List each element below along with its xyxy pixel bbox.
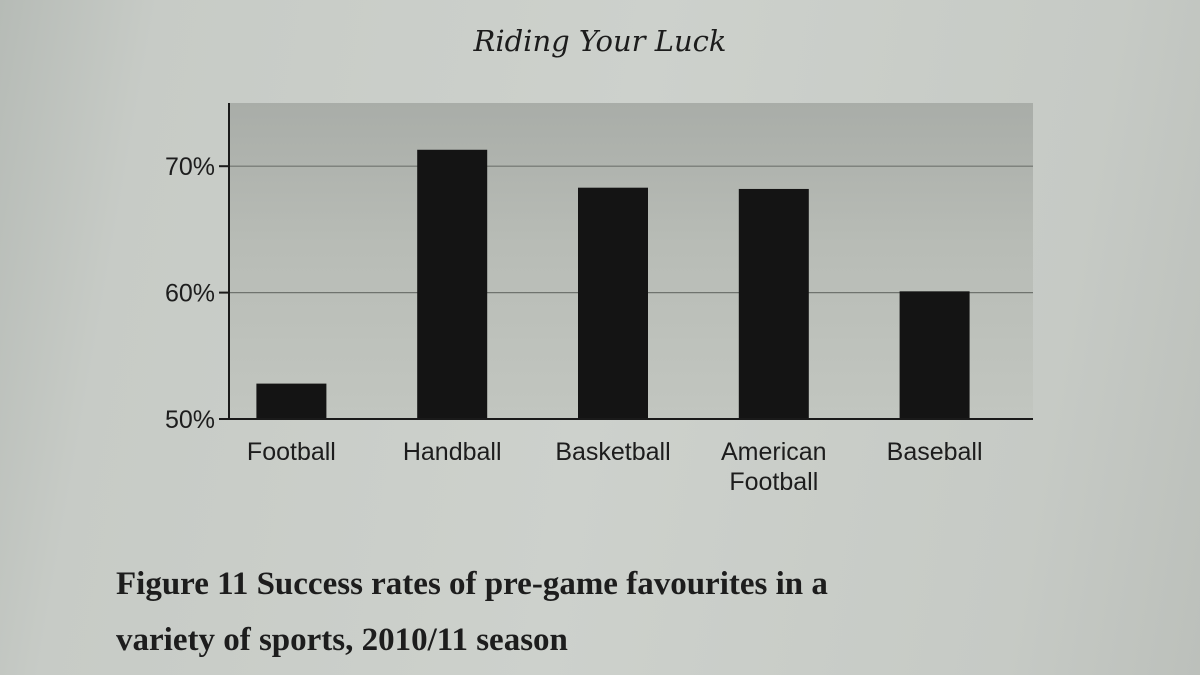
caption-text-1: Success rates of pre-game favourites in … [256, 566, 828, 602]
caption-line-2: variety of sports, 2010/11 season [116, 622, 568, 658]
figure-label: Figure [116, 566, 209, 602]
y-tick-label: 60% [165, 280, 215, 308]
running-head: Riding Your Luck [473, 24, 727, 58]
x-tick-label: Football [247, 438, 336, 466]
y-tick-label: 50% [165, 406, 215, 434]
figure-caption: Figure 11 Success rates of pre-game favo… [116, 556, 1116, 668]
bar-baseball [899, 291, 970, 419]
x-tick-label: American Football [721, 438, 827, 496]
bar-football [256, 383, 327, 419]
figure-number: 11 [217, 566, 249, 602]
bar-american-football [738, 188, 809, 419]
x-tick-label: Basketball [555, 438, 670, 466]
caption-line-1: Figure 11 Success rates of pre-game favo… [116, 556, 1116, 612]
bar-basketball [578, 187, 648, 419]
y-tick-label: 70% [165, 153, 215, 181]
x-tick-label: Baseball [887, 438, 983, 466]
x-tick-label: Handball [403, 438, 502, 466]
bar-handball [417, 149, 488, 419]
